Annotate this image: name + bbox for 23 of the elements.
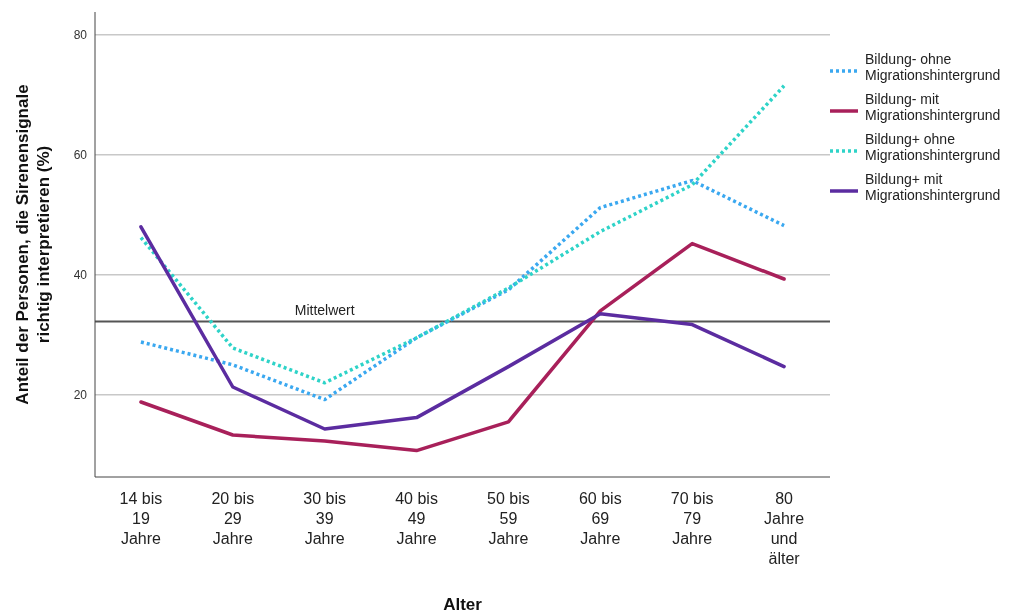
- legend-label: Bildung+ mit Migrationshintergrund: [865, 171, 1001, 203]
- y-axis-title: Anteil der Personen, die Sirenensignale richtig interpretieren (%): [13, 84, 53, 405]
- y-tick-label: 80: [73, 28, 88, 42]
- legend-label: Bildung+ ohne Migrationshintergrund: [865, 131, 1001, 163]
- x-axis-title: Alter: [443, 595, 483, 612]
- y-tick-label: 40: [73, 268, 88, 282]
- x-tick-label: 20 bis 29 Jahre: [211, 490, 255, 547]
- line-series: [139, 178, 786, 402]
- x-tick-label: 80 Jahre und älter: [764, 490, 805, 567]
- x-tick-label: 40 bis 49 Jahre: [395, 490, 438, 547]
- x-tick-label: 50 bis 59 Jahre: [487, 490, 530, 547]
- line-series: [139, 241, 786, 453]
- line-series: [139, 225, 786, 431]
- legend-label: Bildung- mit Migrationshintergrund: [865, 91, 1001, 123]
- x-tick-label: 70 bis 79 Jahre: [670, 490, 714, 547]
- y-tick-label: 60: [73, 148, 88, 162]
- x-tick-label: 30 bis 39 Jahre: [303, 490, 347, 547]
- line-series: [139, 84, 786, 385]
- y-tick-label: 20: [73, 388, 88, 402]
- legend-label: Bildung- ohne Migrationshintergrund: [865, 51, 1001, 83]
- x-tick-label: 14 bis 19 Jahre: [119, 490, 163, 547]
- ref-line-label: Mittelwert: [294, 301, 355, 318]
- x-tick-label: 60 bis 69 Jahre: [578, 490, 622, 547]
